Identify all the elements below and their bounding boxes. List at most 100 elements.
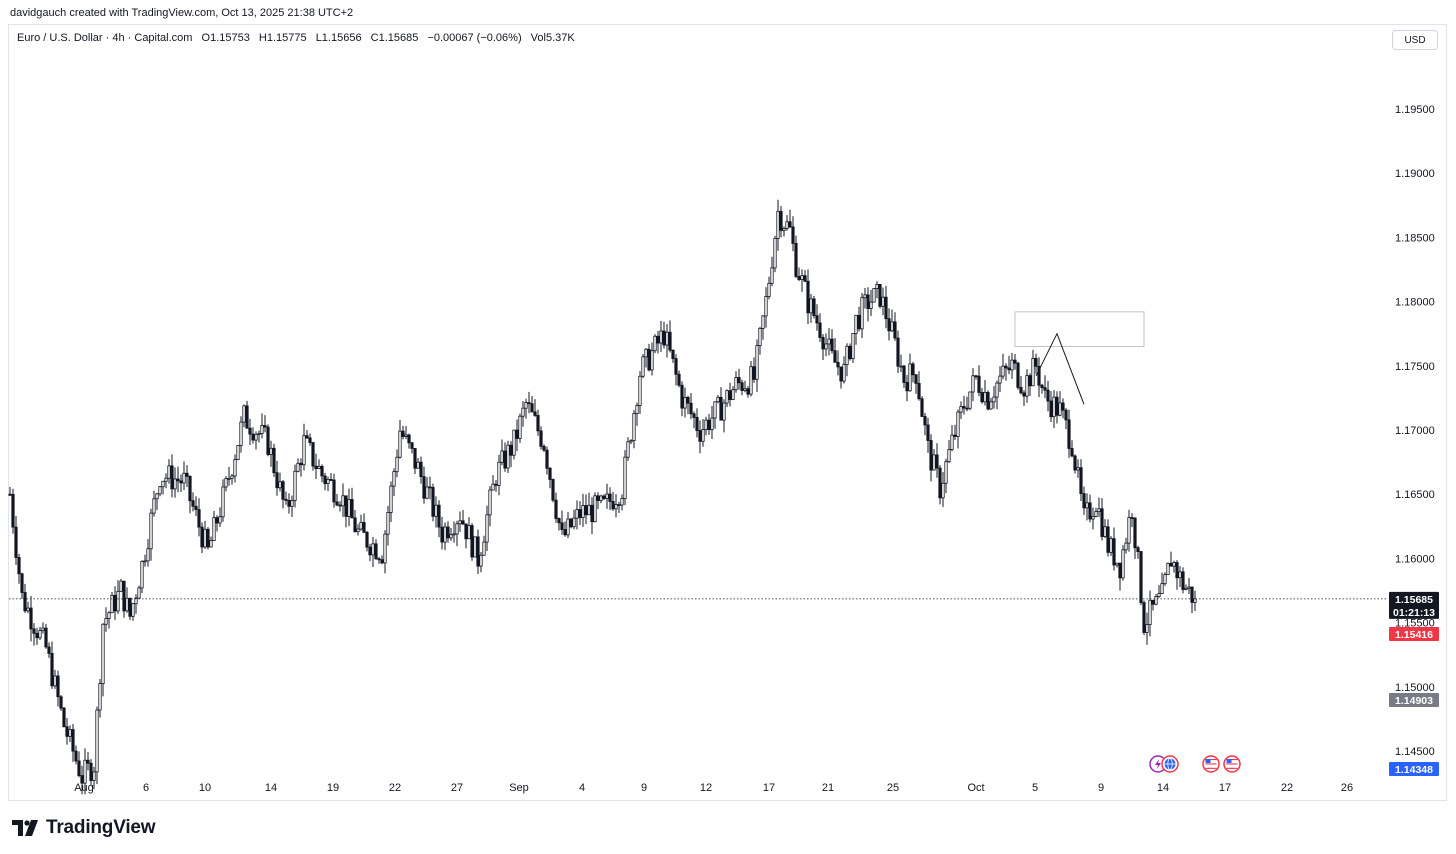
candle-body bbox=[350, 499, 354, 519]
candle-body bbox=[389, 485, 393, 513]
candle bbox=[947, 440, 951, 464]
candle bbox=[341, 483, 345, 518]
candle bbox=[815, 304, 819, 331]
candle-body bbox=[386, 512, 390, 535]
candle-body bbox=[968, 391, 972, 409]
candle bbox=[749, 361, 753, 397]
candle-body bbox=[35, 632, 39, 639]
candle bbox=[86, 752, 90, 771]
candle-body bbox=[941, 482, 945, 499]
candle bbox=[677, 370, 681, 388]
tradingview-logo[interactable]: TradingView bbox=[12, 816, 156, 840]
candle bbox=[56, 670, 60, 707]
candle bbox=[695, 408, 699, 438]
candle bbox=[1091, 507, 1095, 530]
candle bbox=[206, 527, 210, 550]
candle-body bbox=[401, 430, 405, 437]
candle bbox=[131, 602, 135, 621]
candle-body bbox=[893, 321, 897, 339]
globe-event-icon[interactable] bbox=[1161, 755, 1179, 773]
candle bbox=[689, 392, 693, 420]
candle-body bbox=[776, 210, 780, 239]
currency-button[interactable]: USD bbox=[1392, 30, 1438, 50]
candle-body bbox=[563, 529, 567, 536]
candle bbox=[224, 476, 228, 492]
candle bbox=[746, 385, 750, 398]
candle bbox=[575, 500, 579, 530]
candle-body bbox=[101, 623, 105, 685]
candle-body bbox=[137, 587, 141, 599]
candle bbox=[1040, 383, 1044, 394]
candle bbox=[305, 430, 309, 440]
legend-symbol[interactable]: Euro / U.S. Dollar · 4h · Capital.com bbox=[17, 32, 193, 44]
candle bbox=[1055, 391, 1059, 424]
candle-body bbox=[185, 472, 189, 477]
candle bbox=[95, 706, 99, 785]
us-flag-icon[interactable] bbox=[1202, 755, 1220, 773]
candle bbox=[1133, 517, 1137, 559]
candle-body bbox=[446, 526, 450, 539]
candle-body bbox=[308, 437, 312, 443]
candle bbox=[893, 312, 897, 341]
candle bbox=[332, 473, 336, 508]
candle bbox=[215, 515, 219, 532]
candle-body bbox=[149, 512, 153, 550]
candle-body bbox=[827, 338, 831, 345]
candle bbox=[440, 516, 444, 550]
candle bbox=[620, 494, 624, 511]
candle bbox=[461, 510, 465, 526]
candle-body bbox=[854, 314, 858, 334]
candle bbox=[1013, 354, 1017, 370]
candle-body bbox=[566, 518, 570, 536]
candle-body bbox=[677, 373, 681, 386]
candle-body bbox=[113, 594, 117, 612]
candle bbox=[326, 476, 330, 492]
candle bbox=[254, 431, 258, 450]
candle bbox=[1028, 373, 1032, 396]
candle bbox=[914, 373, 918, 394]
us-flag-icon[interactable] bbox=[1223, 755, 1241, 773]
candle-body bbox=[875, 284, 879, 289]
candle-body bbox=[1139, 551, 1143, 604]
candle bbox=[395, 449, 399, 478]
candle-body bbox=[707, 419, 711, 431]
candle bbox=[875, 281, 879, 299]
candle bbox=[761, 315, 765, 340]
candle bbox=[527, 391, 531, 414]
candle-body bbox=[428, 486, 432, 489]
candle-body bbox=[1172, 562, 1176, 567]
time-tick-label: 17 bbox=[763, 782, 775, 794]
candle bbox=[245, 400, 249, 429]
candle bbox=[908, 353, 912, 392]
candle-body bbox=[815, 315, 819, 324]
candle-body bbox=[320, 465, 324, 477]
candle bbox=[752, 357, 756, 383]
candle bbox=[1016, 361, 1020, 390]
candle-body bbox=[353, 517, 357, 533]
candle-body bbox=[623, 456, 627, 499]
candle-body bbox=[302, 435, 306, 466]
candle bbox=[359, 514, 363, 531]
candle bbox=[311, 441, 315, 471]
candle-body bbox=[524, 402, 528, 409]
candle-body bbox=[110, 594, 114, 614]
candle bbox=[980, 388, 984, 404]
candle bbox=[554, 492, 558, 523]
candle bbox=[734, 371, 738, 393]
candle bbox=[380, 555, 384, 565]
candle bbox=[365, 530, 369, 552]
candle bbox=[329, 473, 333, 482]
price-tick-label: 1.17000 bbox=[1395, 425, 1435, 437]
candle-body bbox=[74, 750, 78, 762]
candle bbox=[686, 395, 690, 415]
candle-body bbox=[248, 427, 252, 435]
blue-price-tag: 1.14348 bbox=[1389, 762, 1439, 776]
candle bbox=[854, 314, 858, 345]
candle-body bbox=[938, 467, 942, 499]
candle bbox=[803, 270, 807, 283]
candle bbox=[134, 594, 138, 614]
candle bbox=[608, 487, 612, 511]
price-tick-label: 1.18000 bbox=[1395, 297, 1435, 309]
